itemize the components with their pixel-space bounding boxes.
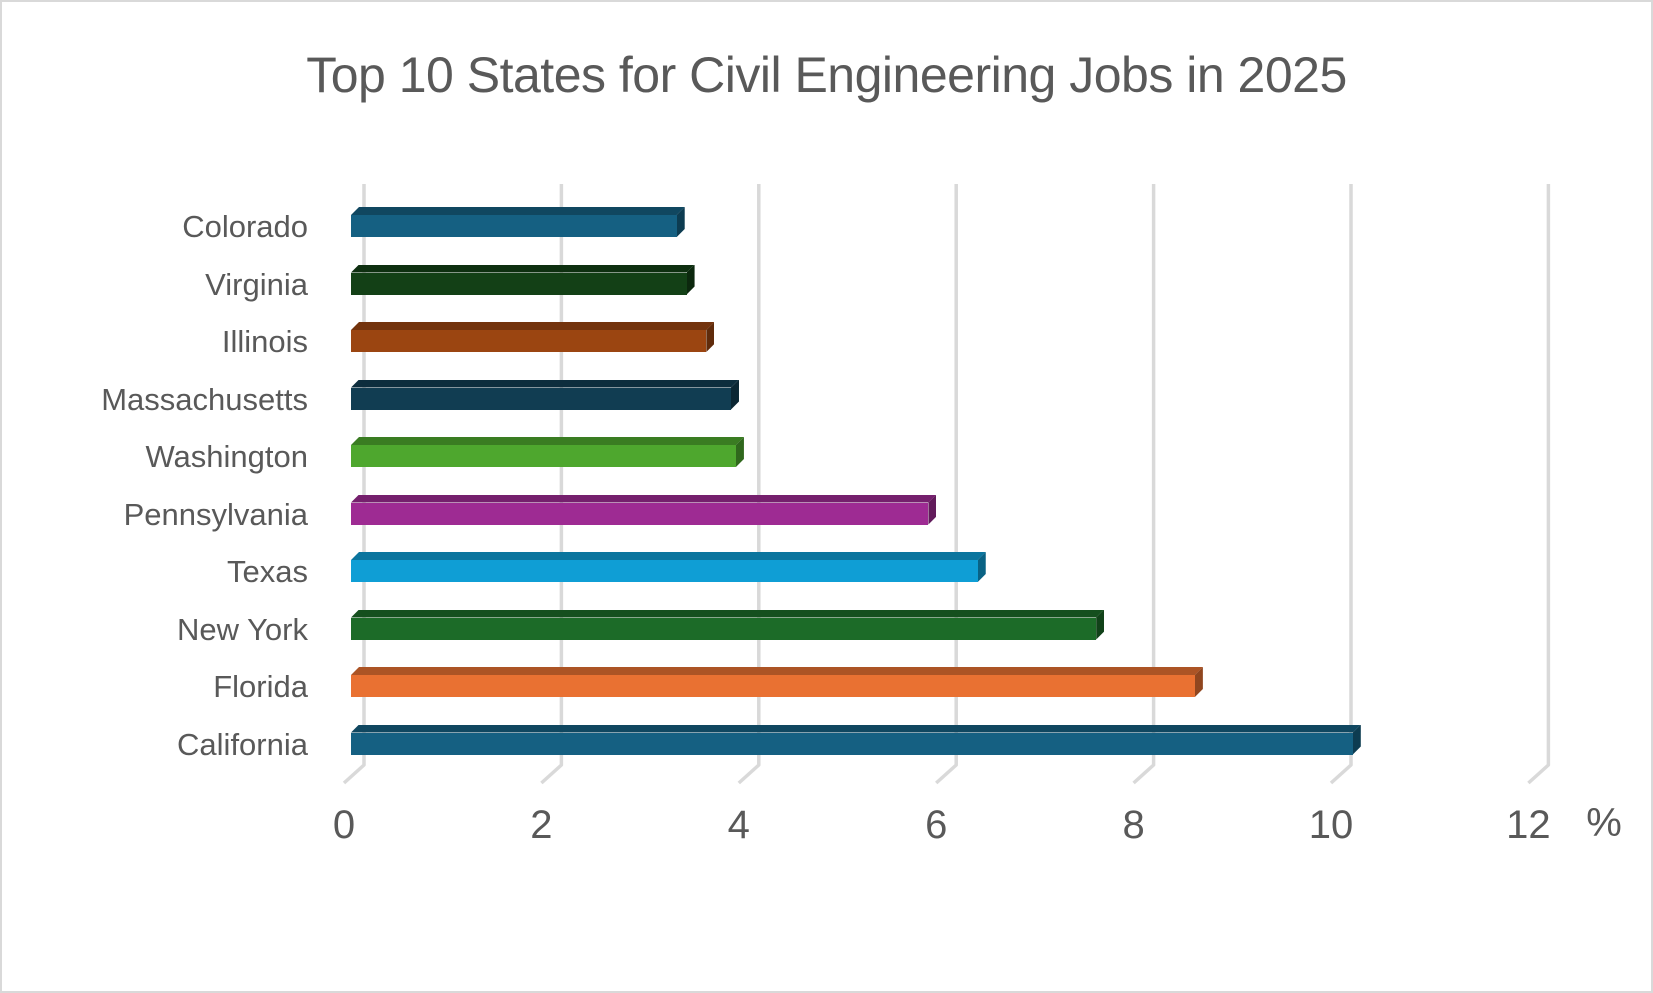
gridline-10 [1329, 184, 1353, 785]
category-label-florida: Florida [213, 669, 308, 704]
bar-florida [351, 675, 1195, 697]
x-tick-label-6: 6 [925, 803, 948, 847]
gridline-4 [737, 184, 761, 785]
bar-massachusetts [351, 387, 731, 410]
bar-new-york [351, 617, 1097, 640]
bar-colorado [351, 215, 677, 237]
gridline-6 [935, 184, 958, 785]
x-tick-label-2: 2 [530, 803, 553, 847]
bar-virginia [351, 272, 687, 295]
bar-illinois [351, 330, 707, 352]
gridline-12 [1527, 184, 1551, 785]
bar-pennsylvania [351, 502, 929, 525]
gridline-0 [342, 184, 366, 785]
bar-california [351, 732, 1353, 755]
x-axis-unit-label: % [1586, 801, 1622, 845]
bar-washington [351, 445, 736, 467]
category-label-pennsylvania: Pennsylvania [123, 496, 308, 532]
gridline-8 [1132, 184, 1156, 785]
category-label-california: California [177, 726, 308, 762]
category-label-illinois: Illinois [221, 324, 308, 359]
gridline-2 [540, 184, 564, 785]
category-label-new-york: New York [177, 611, 308, 647]
bar-texas [351, 560, 978, 582]
x-tick-label-4: 4 [727, 803, 750, 847]
x-tick-label-8: 8 [1122, 803, 1145, 847]
category-label-texas: Texas [227, 554, 308, 589]
category-label-washington: Washington [145, 439, 308, 474]
chart-title: Top 10 States for Civil Engineering Jobs… [306, 47, 1347, 103]
x-tick-label-0: 0 [332, 803, 356, 847]
x-tick-label-10: 10 [1308, 803, 1354, 847]
category-label-colorado: Colorado [182, 209, 308, 244]
category-label-massachusetts: Massachusetts [101, 381, 308, 417]
category-label-virginia: Virginia [205, 266, 308, 302]
x-tick-label-12: 12 [1506, 803, 1551, 847]
